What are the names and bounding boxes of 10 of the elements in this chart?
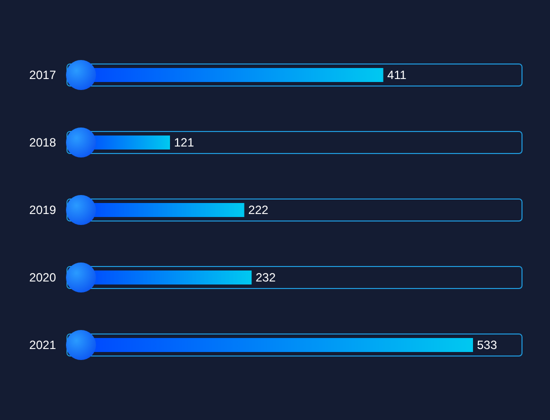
y-tick-label: 2017	[29, 68, 56, 82]
data-label: 222	[248, 203, 269, 218]
data-label: 232	[256, 270, 276, 285]
y-tick-label: 2020	[29, 270, 56, 285]
data-label: 121	[174, 136, 194, 150]
data-label: 533	[477, 338, 498, 352]
y-tick-label: 2019	[29, 203, 56, 218]
data-label: 411	[387, 68, 407, 82]
y-tick-label: 2018	[29, 136, 56, 150]
y-tick-label: 2021	[29, 338, 56, 352]
